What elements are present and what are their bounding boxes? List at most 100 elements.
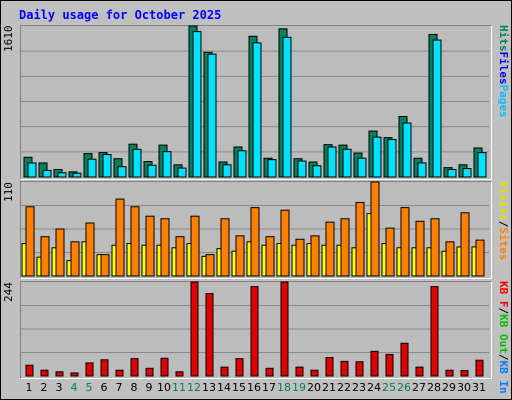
x-tick-label: 18: [277, 381, 291, 394]
bar-files-day-28: [432, 39, 442, 178]
bar-files-day-15: [237, 150, 247, 178]
x-tick-label: 28: [427, 381, 441, 394]
bar-files-day-3: [57, 172, 67, 178]
x-tick-label: 20: [307, 381, 321, 394]
bar-sites-day-13: [205, 254, 215, 277]
chart-title: Daily usage for October 2025: [19, 8, 222, 22]
bar-kb-f-day-24: [370, 350, 379, 377]
bar-kb-f-day-8: [130, 358, 139, 377]
legend-entry: KB F: [497, 281, 510, 308]
bar-files-day-7: [117, 166, 127, 178]
bar-kb-f-day-12: [190, 281, 199, 377]
x-tick-label: 24: [367, 381, 381, 394]
x-tick-label: 21: [322, 381, 336, 394]
bar-sites-day-28: [430, 218, 440, 277]
panel3-legend: KB F/KB Out/KB In: [492, 281, 510, 394]
bar-kb-f-day-11: [175, 371, 184, 377]
x-tick-label: 30: [457, 381, 471, 394]
bar-files-day-17: [267, 159, 277, 178]
bar-files-day-6: [102, 153, 112, 178]
bar-kb-f-day-10: [160, 357, 169, 377]
bar-sites-day-11: [175, 236, 185, 277]
x-tick-label: 6: [100, 381, 108, 394]
bar-kb-f-day-27: [415, 366, 424, 377]
x-tick-label: 15: [232, 381, 246, 394]
legend-entry: /: [497, 353, 510, 361]
bar-sites-day-9: [145, 215, 155, 277]
x-tick-label: 3: [55, 381, 63, 394]
bar-kb-f-day-28: [430, 286, 439, 377]
bar-sites-day-14: [220, 218, 230, 277]
bar-sites-day-19: [295, 238, 305, 277]
bar-sites-day-27: [415, 220, 425, 277]
x-tick-label: 14: [217, 381, 231, 394]
panel1-legend: HitsFilesPages: [492, 25, 510, 175]
bar-kb-f-day-6: [100, 359, 109, 377]
bar-kb-f-day-5: [85, 362, 94, 377]
x-tick-label: 26: [397, 381, 411, 394]
x-tick-label: 16: [247, 381, 261, 394]
bar-kb-f-day-4: [70, 372, 79, 377]
bar-sites-day-20: [310, 235, 320, 277]
bar-files-day-10: [162, 151, 172, 178]
bar-sites-day-23: [355, 202, 365, 277]
bar-files-day-29: [447, 168, 457, 178]
bar-kb-f-day-2: [40, 369, 49, 377]
bar-files-day-22: [342, 148, 352, 178]
legend-entry: Sites: [497, 227, 510, 261]
bar-files-day-31: [477, 152, 487, 178]
bar-sites-day-26: [400, 207, 410, 277]
bar-kb-f-day-16: [250, 286, 259, 377]
bar-files-day-23: [357, 157, 367, 178]
bar-files-day-26: [402, 122, 412, 178]
x-tick-label: 2: [40, 381, 48, 394]
bar-files-day-19: [297, 160, 307, 178]
x-tick-label: 22: [337, 381, 351, 394]
x-tick-label: 9: [145, 381, 153, 394]
x-tick-label: 10: [157, 381, 171, 394]
bar-sites-day-31: [475, 239, 485, 277]
x-tick-label: 1: [25, 381, 33, 394]
legend-entry: KB In: [497, 360, 510, 394]
bar-sites-day-3: [55, 228, 65, 277]
bar-files-day-14: [222, 164, 232, 178]
bar-files-day-25: [387, 138, 397, 178]
bar-sites-day-25: [385, 227, 395, 277]
bar-kb-f-day-30: [460, 370, 469, 377]
bar-files-day-12: [192, 31, 202, 178]
bar-sites-day-29: [445, 241, 455, 277]
bar-sites-day-15: [235, 235, 245, 277]
bar-files-day-9: [147, 164, 157, 178]
bar-kb-f-day-19: [295, 366, 304, 377]
bar-kb-f-day-18: [280, 281, 289, 377]
bar-files-day-16: [252, 42, 262, 178]
bar-sites-day-12: [190, 215, 200, 277]
bar-files-day-27: [417, 162, 427, 178]
x-tick-label: 7: [115, 381, 123, 394]
x-tick-label: 8: [130, 381, 138, 394]
bar-files-day-11: [177, 167, 187, 178]
bar-sites-day-17: [265, 236, 275, 277]
bar-sites-day-6: [100, 254, 110, 277]
bar-sites-day-18: [280, 209, 290, 277]
bar-kb-f-day-20: [310, 369, 319, 377]
bar-kb-f-day-22: [340, 360, 349, 377]
bar-sites-day-24: [370, 181, 380, 277]
x-tick-label: 17: [262, 381, 276, 394]
bar-kb-f-day-21: [325, 357, 334, 377]
x-tick-label: 25: [382, 381, 396, 394]
bar-files-day-18: [282, 36, 292, 178]
x-tick-label: 12: [187, 381, 201, 394]
bar-files-day-4: [72, 172, 82, 178]
bar-files-day-13: [207, 53, 217, 178]
bar-sites-day-5: [85, 222, 95, 277]
bar-kb-f-day-17: [265, 367, 274, 377]
bar-files-day-8: [132, 148, 142, 178]
bar-kb-f-day-26: [400, 342, 409, 377]
bar-kb-f-day-13: [205, 293, 214, 377]
bar-sites-day-21: [325, 221, 335, 277]
bar-kb-f-day-25: [385, 353, 394, 377]
legend-entry: Files: [497, 51, 510, 85]
x-tick-label: 11: [172, 381, 186, 394]
